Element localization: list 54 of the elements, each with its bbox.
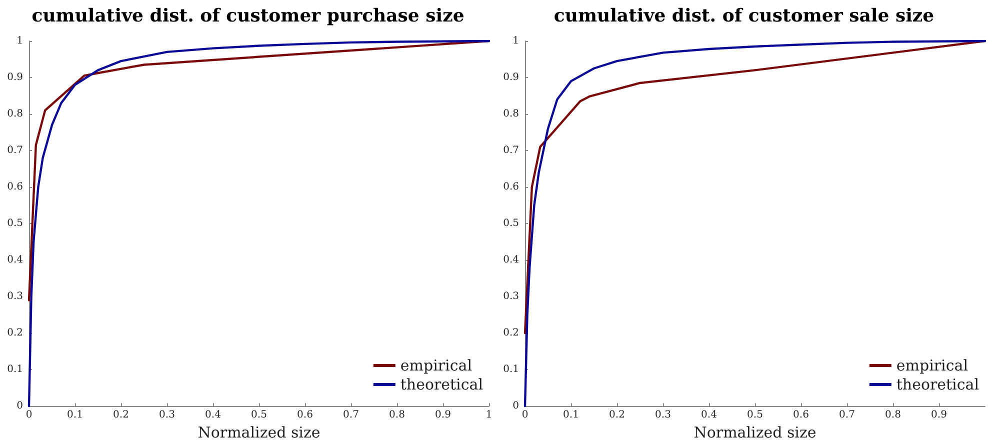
x-tick-label: 0.8 [389, 410, 405, 421]
y-tick-label: 0.2 [7, 328, 23, 339]
x-tick-label: 0.4 [205, 410, 221, 421]
x-tick-label: 0.9 [931, 410, 947, 421]
y-tick-label: 0.8 [7, 108, 23, 120]
x-tick-label: 0.1 [67, 410, 83, 421]
y-tick-label: 0 [512, 400, 519, 412]
x-tick-label: 0.5 [747, 410, 763, 421]
y-tick-label: 0.4 [503, 254, 519, 266]
x-tick-label: 0 [26, 410, 32, 421]
x-tick-label: 0.5 [251, 410, 267, 421]
legend-label: theoretical [400, 376, 484, 394]
y-tick-label: 0.9 [7, 72, 23, 84]
line-series [524, 40, 986, 334]
x-tick-label: 0.3 [655, 410, 671, 421]
y-tick-label: 0.7 [7, 145, 23, 156]
x-axis-title: Normalized size [198, 424, 320, 442]
line-series [28, 40, 490, 408]
y-tick-label: 0.6 [7, 182, 23, 193]
x-tick-label: 0.8 [885, 410, 901, 421]
y-tick-label: 0.3 [503, 291, 519, 302]
x-tick-label: 0.1 [563, 410, 579, 421]
x-tick-label: 0.6 [297, 410, 313, 421]
y-tick-label: 0.1 [7, 364, 23, 376]
x-tick-label: 0.4 [701, 410, 717, 421]
x-tick-label: 0.7 [839, 410, 855, 421]
legend-label: empirical [896, 356, 968, 374]
x-tick-label: 0.2 [113, 410, 129, 421]
legend-label: theoretical [896, 376, 980, 394]
y-tick-label: 0.3 [7, 291, 23, 302]
chart-title: cumulative dist. of customer purchase size [32, 6, 464, 26]
x-tick-label: 0.2 [609, 410, 625, 421]
y-tick-label: 0 [16, 400, 23, 412]
y-tick-label: 1 [512, 36, 519, 46]
y-tick-label: 0.9 [503, 72, 519, 84]
x-tick-label: 1 [486, 410, 492, 421]
y-tick-label: 0.2 [503, 328, 519, 339]
line-series [524, 40, 986, 408]
y-tick-label: 0.5 [503, 218, 519, 230]
y-tick-label: 0.1 [503, 364, 519, 376]
x-tick-label: 0 [522, 410, 528, 421]
y-tick-label: 0.7 [503, 145, 519, 156]
legend-label: empirical [400, 356, 472, 374]
x-tick-label: 0.6 [793, 410, 809, 421]
x-tick-label: 0.7 [343, 410, 359, 421]
y-tick-label: 0.4 [7, 254, 23, 266]
y-tick-label: 1 [16, 36, 23, 46]
x-axis-title: Normalized size [694, 424, 816, 442]
y-tick-label: 0.8 [503, 108, 519, 120]
y-tick-label: 0.6 [503, 182, 519, 193]
y-tick-label: 0.5 [7, 218, 23, 230]
x-tick-label: 0.3 [159, 410, 175, 421]
x-tick-label: 0.9 [435, 410, 451, 421]
chart-title: cumulative dist. of customer sale size [554, 6, 934, 26]
